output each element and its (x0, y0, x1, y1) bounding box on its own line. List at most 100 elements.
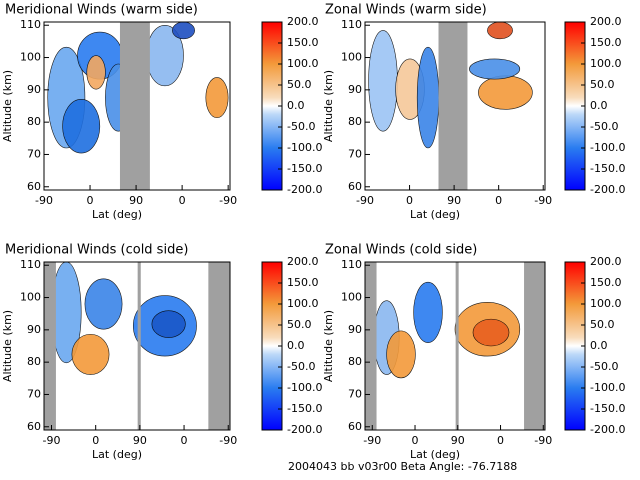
y-tick-label: 100 (20, 51, 41, 64)
y-tick-label: 90 (27, 323, 41, 336)
contour-blob (84, 278, 123, 330)
colorbar-tick-label: 100.0 (590, 57, 622, 70)
colorbar-tick-label: -100.0 (287, 381, 322, 394)
colorbar-tick-label: 0.0 (287, 339, 305, 352)
y-tick-label: 60 (348, 420, 362, 433)
x-tick-label: -90 (356, 194, 374, 207)
y-tick-label: 60 (27, 420, 41, 433)
y-axis-label: Altitude (km) (1, 310, 14, 382)
y-tick-label: 100 (341, 51, 362, 64)
x-tick-label: -90 (219, 434, 237, 447)
x-tick-label: 0 (412, 434, 419, 447)
colorbar-tick-label: 0.0 (287, 99, 305, 112)
contour-blob (62, 98, 101, 154)
colorbar-tick-label: -200.0 (287, 423, 322, 436)
plot-frame (364, 261, 546, 431)
x-axis-label: Lat (deg) (410, 448, 460, 461)
x-axis-label: Lat (deg) (92, 448, 142, 461)
panel: Meridional Winds (cold side)-90 0 90 0 -9060… (1, 243, 322, 462)
colorbar-tick-label: 150.0 (590, 276, 622, 289)
x-tick-label: -90 (219, 194, 237, 207)
colorbar-tick-label: 150.0 (287, 36, 319, 49)
contour-blob (413, 281, 443, 343)
x-tick-label: -90 (43, 434, 61, 447)
data-gap (455, 262, 459, 430)
y-tick-label: 70 (27, 387, 41, 400)
colorbar-tick-label: -150.0 (590, 162, 625, 175)
data-gap (44, 262, 56, 430)
x-tick-label: -90 (35, 194, 53, 207)
x-tick-label: 0 (87, 194, 94, 207)
plot-frame (364, 21, 546, 191)
contour-blob (205, 77, 229, 119)
data-gap (438, 22, 468, 190)
y-tick-label: 90 (348, 323, 362, 336)
x-tick-label: -90 (534, 194, 552, 207)
y-axis-label: Altitude (km) (322, 70, 335, 142)
colorbar-tick-label: 50.0 (590, 78, 615, 91)
colorbar-tick-label: 0.0 (590, 339, 608, 352)
contour-blob (71, 333, 110, 375)
x-tick-label: 90 (129, 194, 143, 207)
contour-blob (172, 21, 195, 40)
panel-title: Zonal Winds (warm side) (325, 3, 487, 18)
y-tick-label: 70 (27, 147, 41, 160)
colorbar-tick-label: 200.0 (287, 15, 319, 28)
y-tick-label: 90 (348, 83, 362, 96)
colorbar-tick-label: 150.0 (590, 36, 622, 49)
plot-frame (43, 261, 231, 431)
x-tick-label: 0 (497, 434, 504, 447)
y-tick-label: 110 (20, 258, 41, 271)
y-tick-label: 110 (341, 258, 362, 271)
colorbar-tick-label: 50.0 (590, 318, 615, 331)
x-tick-label: 90 (451, 434, 465, 447)
y-tick-label: 70 (348, 387, 362, 400)
y-tick-label: 110 (20, 18, 41, 31)
y-axis-label: Altitude (km) (322, 310, 335, 382)
y-tick-label: 80 (348, 355, 362, 368)
colorbar-tick-label: 100.0 (287, 57, 319, 70)
x-tick-label: 0 (92, 434, 99, 447)
contour-blob (469, 58, 521, 80)
colorbar-tick-label: 50.0 (287, 78, 312, 91)
y-tick-label: 80 (27, 115, 41, 128)
colorbar-tick-label: 200.0 (590, 15, 622, 28)
colorbar-tick-label: 150.0 (287, 276, 319, 289)
contour-blob (478, 75, 533, 110)
colorbar-tick-label: -150.0 (287, 162, 322, 175)
x-tick-label: 0 (181, 434, 188, 447)
x-tick-label: -90 (363, 434, 381, 447)
x-tick-label: 90 (133, 434, 147, 447)
colorbar-tick-label: -50.0 (590, 120, 618, 133)
contour-blob (368, 30, 398, 132)
data-gap (208, 262, 230, 430)
panel-title: Meridional Winds (cold side) (5, 243, 188, 258)
y-tick-label: 90 (27, 83, 41, 96)
y-axis-label: Altitude (km) (1, 70, 14, 142)
contour-blob (416, 46, 440, 149)
colorbar-tick-label: 100.0 (287, 297, 319, 310)
y-tick-label: 60 (27, 180, 41, 193)
colorbar-tick-label: -200.0 (590, 423, 625, 436)
colorbar-tick-label: -50.0 (590, 360, 618, 373)
colorbar-tick-label: 0.0 (590, 99, 608, 112)
data-gap (524, 262, 545, 430)
y-tick-label: 100 (341, 291, 362, 304)
y-tick-label: 80 (348, 115, 362, 128)
contour-blob (86, 55, 106, 90)
colorbar-tick-label: 200.0 (590, 255, 622, 268)
panel: Zonal Winds (warm side)-90 0 90 0 -906070809… (322, 3, 625, 222)
x-tick-label: 0 (406, 194, 413, 207)
y-tick-label: 110 (341, 18, 362, 31)
colorbar-tick-label: -200.0 (287, 183, 322, 196)
x-tick-label: 90 (447, 194, 461, 207)
plot-frame (43, 21, 231, 191)
contour-blob (151, 310, 186, 338)
colorbar-tick-label: -100.0 (287, 141, 322, 154)
contour-blob (386, 330, 416, 379)
colorbar-tick-label: 100.0 (590, 297, 622, 310)
x-axis-label: Lat (deg) (92, 208, 142, 221)
footer: 2004043 bb v03r00 Beta Angle: -76.7188 (288, 460, 517, 473)
colorbar-tick-label: -50.0 (287, 120, 315, 133)
panel-title: Zonal Winds (cold side) (325, 243, 477, 258)
